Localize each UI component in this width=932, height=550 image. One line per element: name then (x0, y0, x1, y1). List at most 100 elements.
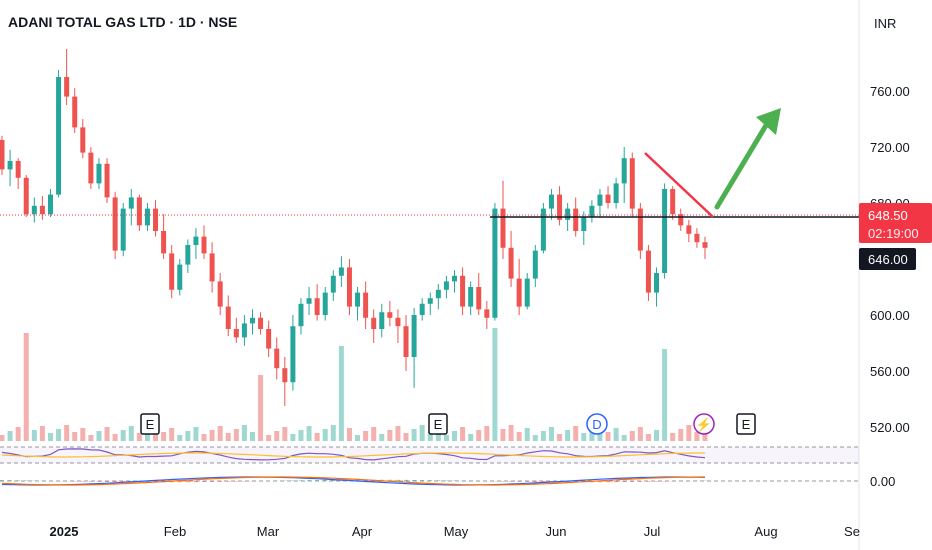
candle[interactable] (605, 186, 611, 209)
candle[interactable] (120, 203, 126, 257)
candle[interactable] (484, 301, 490, 329)
candle[interactable] (678, 208, 684, 231)
candle[interactable] (686, 219, 692, 243)
candle[interactable] (128, 189, 134, 226)
candle[interactable] (112, 191, 118, 259)
earnings-icon[interactable]: E (140, 413, 160, 435)
candle[interactable] (670, 186, 676, 220)
event-markers[interactable]: E E D ⚡ E (140, 413, 756, 435)
time-axis[interactable]: 2025 Feb Mar Apr May Jun Jul Aug Se (50, 524, 860, 539)
candle[interactable] (645, 245, 651, 301)
candle[interactable] (589, 200, 595, 223)
candle[interactable] (435, 284, 441, 310)
earnings-icon[interactable]: E (736, 413, 756, 435)
candle[interactable] (346, 259, 352, 315)
candle[interactable] (355, 287, 361, 321)
candle[interactable] (185, 239, 191, 273)
candle[interactable] (15, 158, 21, 189)
candle[interactable] (443, 275, 449, 299)
candle[interactable] (241, 315, 247, 346)
candle[interactable] (613, 177, 619, 209)
candle[interactable] (96, 158, 102, 189)
candle[interactable] (31, 197, 37, 223)
candle[interactable] (492, 203, 498, 321)
candle[interactable] (322, 287, 328, 321)
candle[interactable] (403, 315, 409, 371)
volume-bar (39, 426, 45, 441)
candle[interactable] (654, 267, 660, 307)
candle[interactable] (201, 225, 207, 259)
candle[interactable] (314, 284, 320, 321)
candle[interactable] (460, 267, 466, 315)
candle[interactable] (557, 186, 563, 226)
candle[interactable] (217, 273, 223, 315)
candle[interactable] (88, 147, 94, 189)
candle[interactable] (39, 196, 45, 220)
candle[interactable] (72, 88, 78, 133)
candle[interactable] (629, 152, 635, 217)
candle[interactable] (177, 259, 183, 296)
candle[interactable] (427, 292, 433, 315)
candle[interactable] (411, 308, 417, 388)
candle[interactable] (80, 119, 86, 159)
candle[interactable] (104, 158, 110, 203)
volume-bar (266, 435, 272, 441)
candle[interactable] (540, 203, 546, 254)
candle[interactable] (0, 135, 5, 175)
candle[interactable] (662, 183, 668, 279)
candle[interactable] (290, 315, 296, 391)
candle[interactable] (153, 200, 159, 237)
falling-trendline[interactable] (644, 152, 714, 218)
candle[interactable] (419, 298, 425, 321)
candle[interactable] (387, 301, 393, 327)
candle[interactable] (694, 228, 700, 248)
candle[interactable] (225, 295, 231, 336)
candle[interactable] (637, 203, 643, 259)
candle[interactable] (298, 298, 304, 335)
candle[interactable] (338, 256, 344, 287)
candle[interactable] (330, 270, 336, 301)
earnings-icon[interactable]: E (428, 413, 448, 435)
candle[interactable] (274, 337, 280, 380)
candle[interactable] (249, 309, 255, 335)
candle[interactable] (233, 317, 239, 343)
candle[interactable] (161, 214, 167, 259)
candle[interactable] (395, 309, 401, 343)
candle[interactable] (597, 189, 603, 217)
candle[interactable] (452, 270, 458, 293)
candle[interactable] (266, 320, 272, 357)
candle[interactable] (621, 147, 627, 203)
candle[interactable] (23, 175, 29, 217)
candle[interactable] (258, 312, 264, 335)
candle[interactable] (468, 281, 474, 315)
candle[interactable] (136, 194, 142, 231)
candle[interactable] (371, 309, 377, 343)
candle[interactable] (56, 70, 62, 198)
candle[interactable] (363, 281, 369, 329)
candle[interactable] (524, 273, 530, 310)
lightning-icon[interactable]: ⚡ (693, 413, 715, 435)
candle[interactable] (476, 273, 482, 315)
candle[interactable] (306, 287, 312, 315)
candle[interactable] (500, 180, 506, 259)
candle[interactable] (169, 245, 175, 299)
candle[interactable] (379, 303, 385, 338)
candle[interactable] (7, 149, 13, 187)
candle[interactable] (64, 49, 70, 105)
candle[interactable] (508, 231, 514, 287)
candle[interactable] (516, 259, 522, 315)
candle[interactable] (193, 228, 199, 259)
candle[interactable] (209, 242, 215, 293)
candle[interactable] (532, 245, 538, 287)
candle[interactable] (282, 357, 288, 406)
candle[interactable] (548, 189, 554, 220)
dividend-icon[interactable]: D (586, 413, 608, 435)
candle[interactable] (702, 236, 708, 259)
candle[interactable] (144, 203, 150, 231)
candle[interactable] (47, 189, 53, 217)
y-tick-label: 600.00 (870, 308, 910, 323)
bullish-arrow[interactable] (714, 108, 781, 210)
candlesticks[interactable] (0, 49, 708, 406)
